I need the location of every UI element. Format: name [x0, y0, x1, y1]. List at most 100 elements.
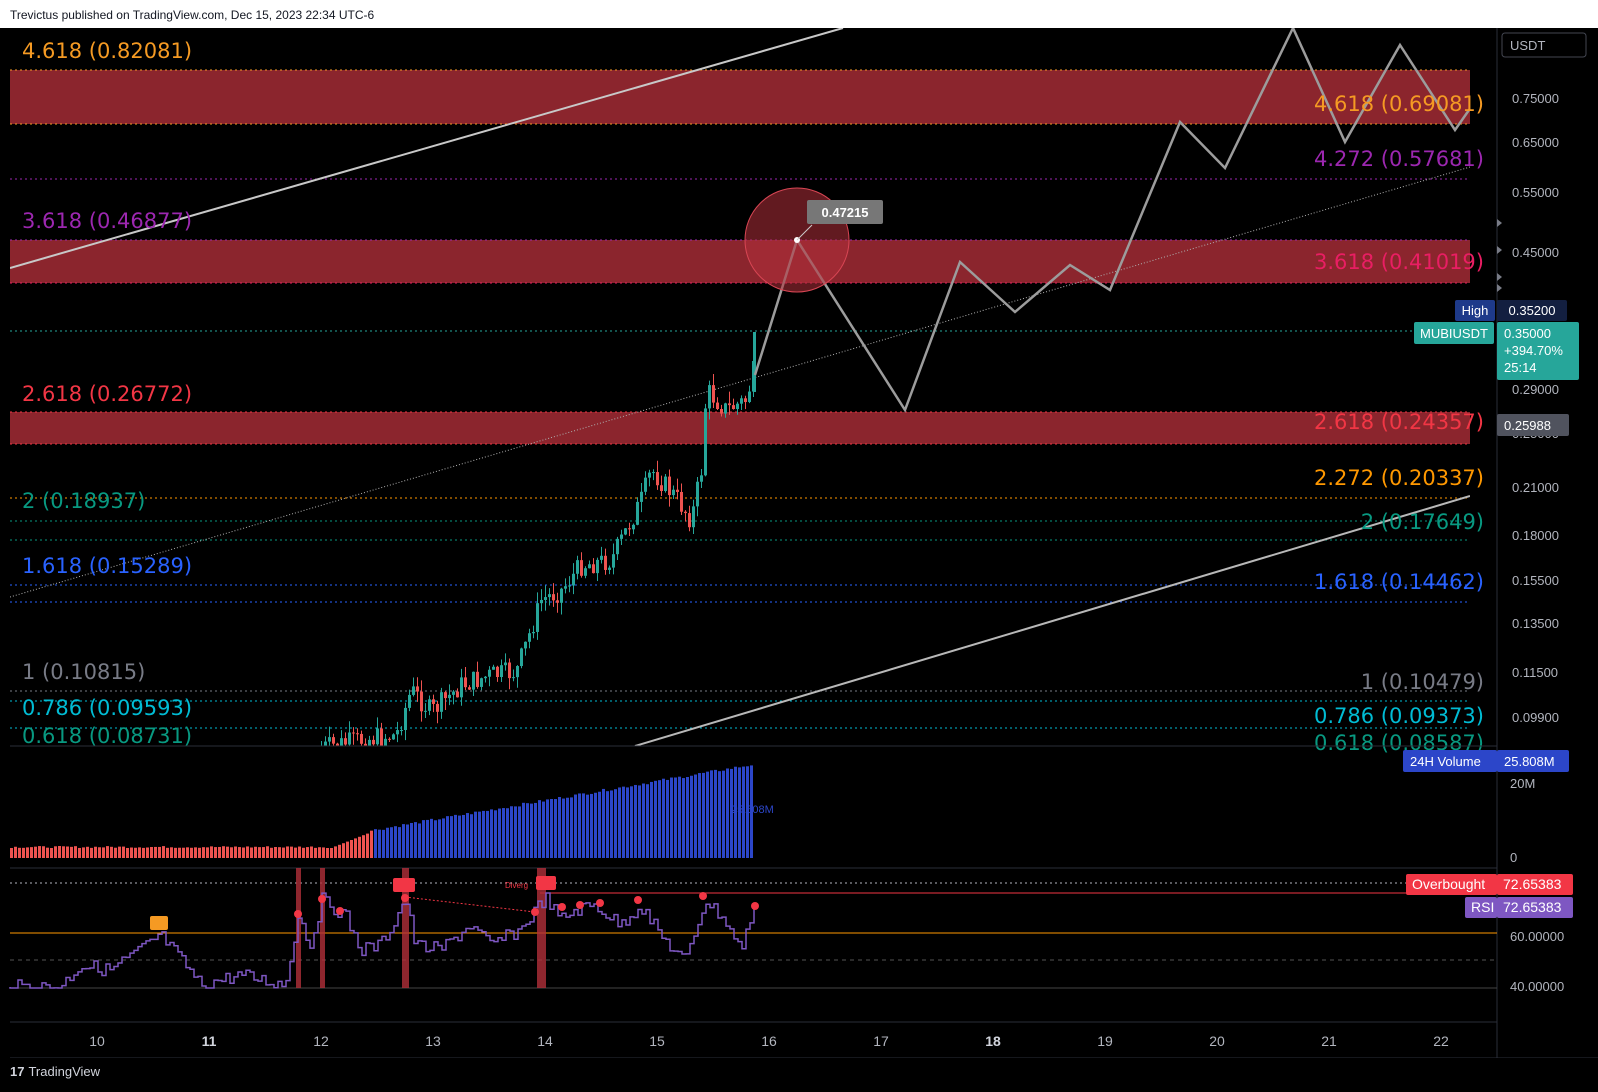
volume-bar — [542, 801, 545, 858]
candle-body — [336, 743, 339, 746]
time-tick: 17 — [873, 1033, 889, 1049]
fib-left-label: 0.618 (0.08731) — [22, 724, 192, 748]
volume-bar — [666, 779, 669, 858]
candle-body — [448, 694, 451, 699]
rsi-line — [9, 892, 755, 989]
candle-body — [668, 476, 671, 496]
volume-bar — [114, 847, 117, 858]
volume-bar — [530, 803, 533, 858]
volume-bar — [714, 769, 717, 858]
volume-bar — [462, 814, 465, 858]
fib-left-label: 2 (0.18937) — [22, 489, 145, 513]
volume-bar — [506, 808, 509, 858]
fib-left-label: 3.618 (0.46877) — [22, 209, 192, 233]
candle-body — [604, 555, 607, 570]
volume-bar — [510, 806, 513, 858]
footer-bar — [0, 1058, 1598, 1092]
volume-bar — [38, 846, 41, 858]
volume-bar — [634, 784, 637, 858]
candle-body — [392, 734, 395, 740]
volume-bar — [722, 770, 725, 858]
volume-bar — [398, 827, 401, 858]
volume-bar — [190, 847, 193, 858]
price-tick: 0.21000 — [1512, 480, 1559, 495]
candle-body — [356, 733, 359, 735]
volume-axis-20m: 20M — [1510, 776, 1535, 791]
time-tick: 19 — [1097, 1033, 1113, 1049]
candle-body — [500, 665, 503, 678]
volume-bar — [450, 816, 453, 858]
volume-bar — [246, 846, 249, 858]
time-tick: 21 — [1321, 1033, 1337, 1049]
tradingview-logo[interactable]: 17 TradingView — [10, 1064, 100, 1079]
candle-body — [416, 686, 419, 692]
candle-body — [588, 564, 591, 569]
candle-body — [496, 666, 499, 678]
candle-body — [504, 662, 507, 666]
volume-bar — [438, 819, 441, 858]
volume-bar — [674, 777, 677, 858]
candle-body — [464, 677, 467, 688]
volume-bar — [402, 824, 405, 858]
rsi-signal-badge — [150, 916, 168, 930]
volume-bar — [78, 847, 81, 858]
volume-legend-label: 24H Volume — [1410, 754, 1481, 769]
rsi-pivot-dot — [336, 907, 344, 915]
candle-body — [324, 741, 327, 746]
volume-bar — [726, 768, 729, 858]
volume-bar — [654, 780, 657, 858]
overbought-value: 72.65383 — [1503, 876, 1562, 892]
candle-body — [384, 738, 387, 746]
volume-bar — [302, 847, 305, 858]
candle-body — [572, 573, 575, 586]
candle-body — [428, 699, 431, 711]
channel-upper-line — [10, 28, 844, 269]
volume-bar — [658, 780, 661, 858]
candle-body — [700, 475, 703, 482]
fib-right-label: 2.272 (0.20337) — [1314, 466, 1484, 490]
candle-body — [688, 513, 691, 528]
high-tag — [1455, 300, 1495, 321]
candle-body — [676, 489, 679, 492]
candle-body — [732, 405, 735, 410]
volume-bar — [258, 847, 261, 858]
volume-bar — [102, 847, 105, 858]
volume-bar — [270, 847, 273, 858]
svg-text:High: High — [1462, 303, 1489, 318]
candle-body — [644, 477, 647, 492]
volume-bar — [562, 798, 565, 858]
volume-bar — [138, 847, 141, 858]
volume-bar — [158, 846, 161, 858]
candlesticks — [321, 332, 756, 746]
candle-body — [376, 728, 379, 745]
candle-body — [720, 409, 723, 414]
price-tick: 0.09900 — [1512, 710, 1559, 725]
price-axis[interactable]: USDT 0.75000 0.65000 0.55000 0.45000 0.2… — [1497, 32, 1587, 725]
fib-zone-4618 — [10, 70, 1470, 124]
symbol-tag — [1414, 322, 1494, 344]
rsi-pivot-dot — [558, 903, 566, 911]
volume-bar — [750, 765, 753, 858]
high-value-tag — [1497, 300, 1567, 321]
price-tick: 0.75000 — [1512, 91, 1559, 106]
rsi-pivot-dot — [751, 902, 759, 910]
time-axis[interactable]: 10 11 12 13 14 15 16 17 18 19 20 21 22 — [89, 1033, 1449, 1049]
volume-bar — [454, 814, 457, 858]
volume-bar — [390, 827, 393, 858]
time-tick: 11 — [202, 1033, 217, 1049]
volume-bar — [470, 814, 473, 858]
volume-bar — [498, 808, 501, 858]
volume-bar — [242, 847, 245, 858]
volume-bar — [194, 847, 197, 858]
candle-body — [444, 692, 447, 699]
volume-bar — [278, 847, 281, 858]
candle-body — [520, 648, 523, 667]
candle-body — [640, 491, 643, 502]
volume-bar — [578, 793, 581, 858]
fib-zone-3618 — [10, 240, 1470, 283]
axis-marker-icon — [1497, 219, 1502, 227]
volume-bar — [346, 841, 349, 858]
volume-bar — [50, 847, 53, 858]
candle-body — [648, 472, 651, 478]
